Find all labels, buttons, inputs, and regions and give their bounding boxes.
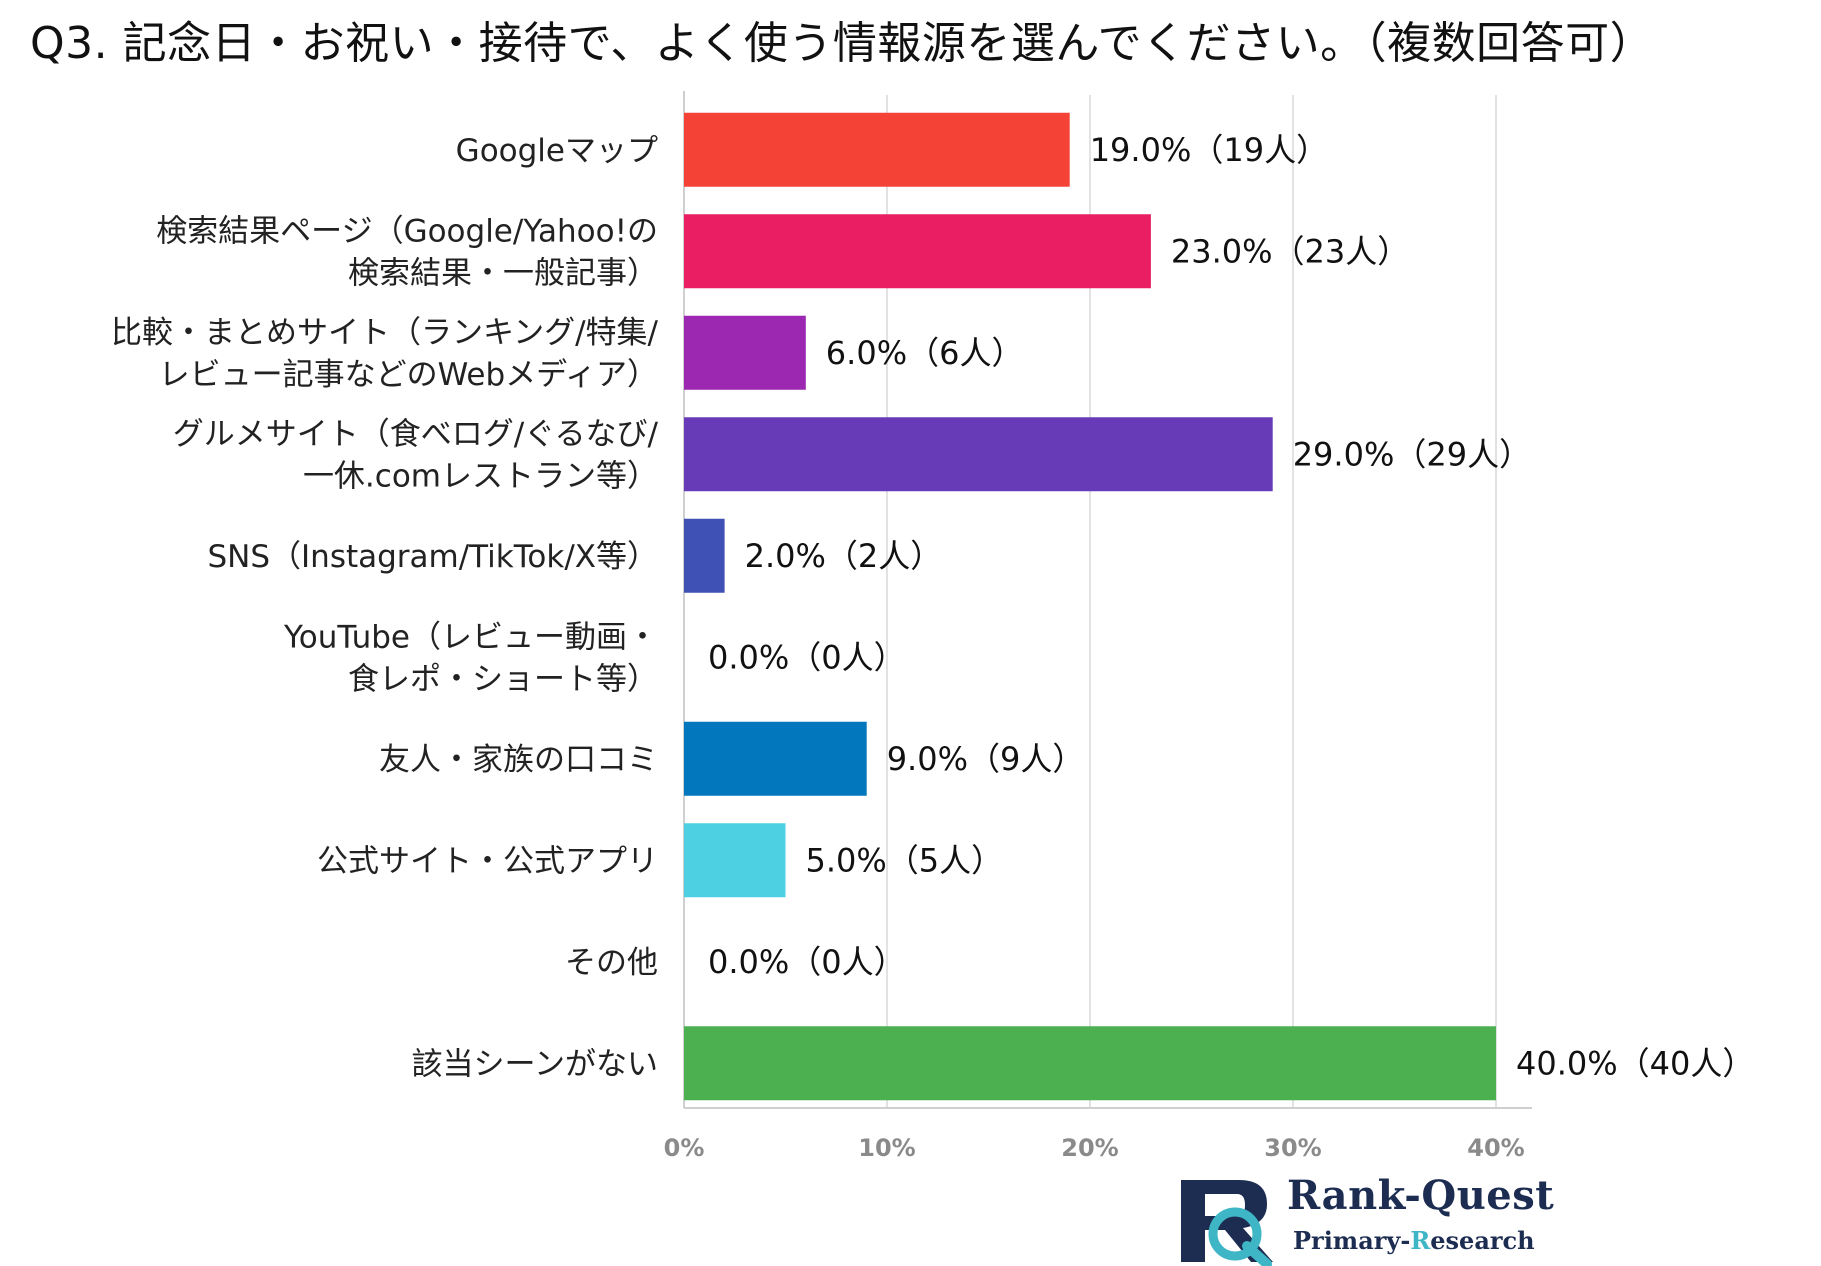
logo-tagline-primary: Primary- [1293, 1226, 1411, 1255]
x-tick-label: 0% [664, 1134, 705, 1162]
logo-brand-name: Rank-Quest [1287, 1172, 1555, 1219]
x-tick-label: 30% [1264, 1134, 1321, 1162]
data-label: 0.0%（0人） [708, 638, 906, 676]
bar [684, 518, 725, 593]
bar [684, 823, 786, 898]
bar [684, 112, 1070, 187]
category-label: SNS（Instagram/TikTok/X等） [207, 539, 658, 575]
category-label: レビュー記事などのWebメディア） [159, 357, 658, 393]
rq-logo-mark-icon [1181, 1180, 1273, 1266]
category-label: グルメサイト（食べログ/ぐるなび/ [173, 416, 659, 452]
data-label: 19.0%（19人） [1090, 131, 1328, 169]
x-tick-label: 10% [858, 1134, 915, 1162]
bar [684, 315, 806, 390]
logo-tagline-highlight: R [1410, 1226, 1431, 1255]
data-label: 29.0%（29人） [1293, 435, 1531, 473]
data-label: 40.0%（40人） [1516, 1044, 1754, 1082]
category-label: Googleマップ [456, 133, 658, 169]
bar [684, 417, 1273, 492]
category-label: YouTube（レビュー動画・ [283, 619, 658, 655]
data-label: 5.0%（5人） [806, 841, 1004, 879]
data-label: 0.0%（0人） [708, 943, 906, 981]
logo-tagline-rest: esearch [1430, 1226, 1535, 1255]
chart-title: Q3. 記念日・お祝い・接待で、よく使う情報源を選んでください。（複数回答可） [30, 18, 1655, 69]
rank-quest-logo: Rank-Quest Primary-Research [1175, 1172, 1595, 1266]
bar [684, 214, 1151, 289]
bar [684, 721, 867, 796]
category-label: 食レポ・ショート等） [348, 661, 658, 697]
category-label: 該当シーンがない [412, 1046, 658, 1082]
bar [684, 1026, 1496, 1101]
category-label: 検索結果ページ（Google/Yahoo!の [156, 213, 658, 249]
category-label: その他 [565, 945, 658, 981]
category-label: 比較・まとめサイト（ランキング/特集/ [111, 315, 659, 351]
data-label: 2.0%（2人） [745, 537, 943, 575]
category-label: 検索結果・一般記事） [348, 255, 658, 291]
category-label: 一休.comレストラン等） [303, 458, 658, 494]
x-tick-label: 40% [1467, 1134, 1524, 1162]
category-label: 友人・家族の口コミ [379, 742, 658, 778]
data-label: 23.0%（23人） [1171, 232, 1409, 270]
category-label: 公式サイト・公式アプリ [317, 843, 658, 879]
data-label: 9.0%（9人） [887, 740, 1085, 778]
x-tick-label: 20% [1061, 1134, 1118, 1162]
logo-tagline: Primary-Research [1293, 1226, 1535, 1255]
data-label: 6.0%（6人） [826, 334, 1024, 372]
